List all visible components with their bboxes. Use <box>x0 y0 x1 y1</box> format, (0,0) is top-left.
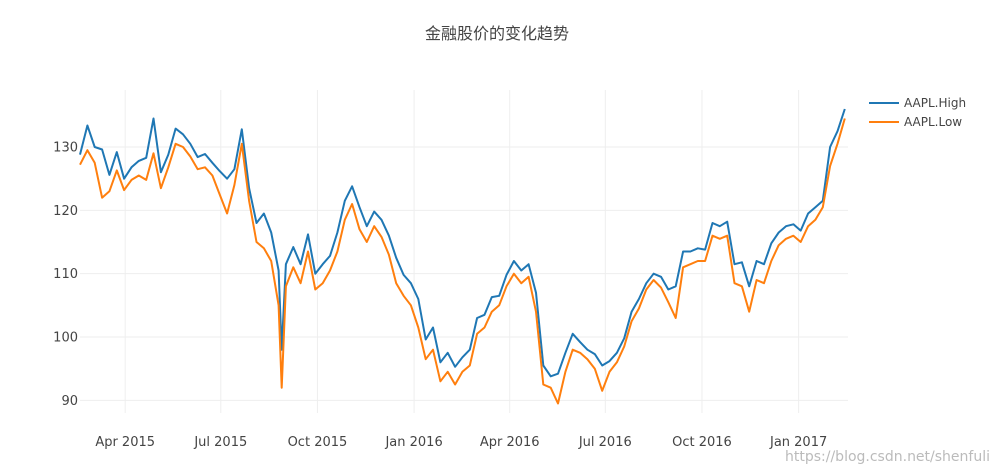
legend-item-high[interactable]: AAPL.High <box>869 96 966 110</box>
y-tick-label: 120 <box>53 204 78 219</box>
x-tick-label: Jul 2016 <box>578 435 632 450</box>
watermark-text: https://blog.csdn.net/shenfuli <box>785 449 990 465</box>
x-tick-label: Apr 2016 <box>480 435 540 450</box>
axis-layer: 90 100 110 120 130 Apr 2015 Jul 2015 Oct 2015 Ja… <box>53 141 827 451</box>
x-tick-label: Oct 2016 <box>672 435 732 450</box>
legend-label-low: AAPL.Low <box>904 115 962 129</box>
series-line-low[interactable] <box>79 118 846 405</box>
series-layer <box>79 108 846 405</box>
y-tick-label: 100 <box>53 331 78 346</box>
chart-title: 金融股价的变化趋势 <box>425 24 569 43</box>
legend[interactable]: AAPL.High AAPL.Low <box>869 96 966 129</box>
x-tick-label: Jan 2016 <box>384 435 442 450</box>
x-tick-label: Jan 2017 <box>769 435 827 450</box>
series-line-high[interactable] <box>79 108 846 378</box>
x-tick-label: Apr 2015 <box>95 435 155 450</box>
grid-layer <box>80 90 848 413</box>
x-tick-label: Oct 2015 <box>288 435 348 450</box>
legend-item-low[interactable]: AAPL.Low <box>869 115 962 129</box>
y-tick-label: 110 <box>53 267 78 282</box>
x-tick-label: Jul 2015 <box>193 435 247 450</box>
legend-label-high: AAPL.High <box>904 96 966 110</box>
y-tick-label: 130 <box>53 141 78 156</box>
y-tick-label: 90 <box>61 394 78 409</box>
